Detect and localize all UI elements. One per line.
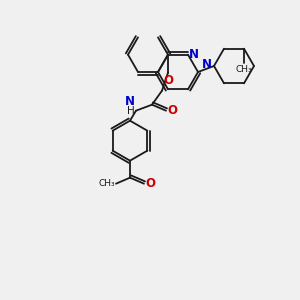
Text: H: H [127, 106, 135, 116]
Text: CH₃: CH₃ [98, 179, 115, 188]
Text: CH₃: CH₃ [236, 65, 252, 74]
Text: O: O [163, 74, 173, 87]
Text: N: N [125, 95, 135, 108]
Text: N: N [189, 48, 199, 61]
Text: O: O [145, 177, 155, 190]
Text: N: N [202, 58, 212, 71]
Text: O: O [167, 104, 177, 117]
